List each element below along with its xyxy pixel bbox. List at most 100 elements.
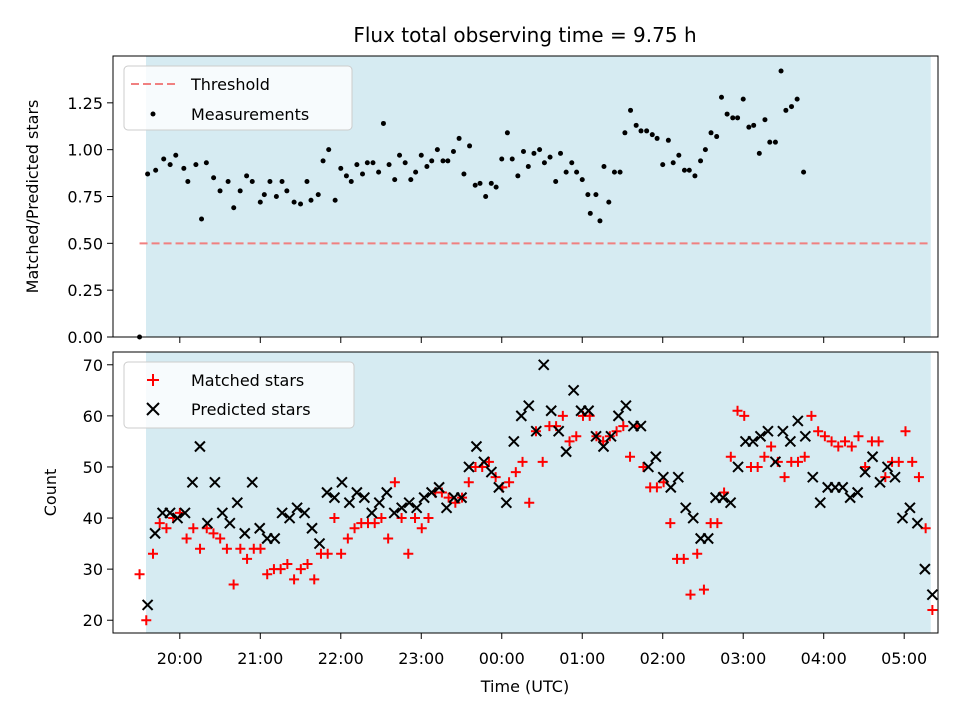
measurement-point: [348, 179, 354, 185]
predicted-star-point: [792, 415, 804, 427]
measurement-point: [751, 122, 757, 128]
predicted-star-point: [665, 481, 677, 494]
matched-star-point: [141, 615, 152, 626]
matched-star-point: [336, 548, 347, 559]
matched-stars-points: [134, 405, 938, 626]
measurement-point: [185, 179, 191, 185]
measurement-point: [735, 115, 741, 121]
matched-star-point: [208, 528, 219, 539]
predicted-star-point: [717, 491, 729, 504]
measurement-point: [611, 169, 617, 175]
predicted-star-point: [597, 440, 610, 453]
measurement-point: [267, 179, 273, 185]
x-tick-label: 04:00: [801, 649, 847, 668]
predicted-star-point: [515, 410, 528, 422]
matched-star-point: [195, 543, 206, 554]
chart-title: Flux total observing time = 9.75 h: [353, 23, 696, 47]
measurement-point: [429, 158, 435, 164]
matched-star-point: [537, 456, 548, 467]
measurement-point: [332, 197, 338, 203]
predicted-star-point: [440, 502, 453, 514]
counts-legend: Matched stars Predicted stars: [123, 361, 355, 429]
measurement-point: [509, 156, 515, 162]
matched-star-point: [913, 472, 924, 483]
measurement-point: [199, 216, 205, 222]
matched-star-point: [517, 456, 528, 467]
measurement-point: [574, 169, 580, 175]
legend-matched-label: Matched stars: [191, 371, 304, 390]
measurement-point: [789, 104, 795, 110]
predicted-star-point: [784, 435, 797, 448]
predicted-star-point: [216, 507, 229, 519]
predicted-star-point: [866, 451, 879, 463]
measurement-point: [402, 160, 408, 166]
predicted-star-point: [687, 512, 699, 524]
matched-star-point: [289, 574, 300, 585]
matched-star-point: [692, 548, 703, 559]
predicted-star-point: [425, 486, 438, 499]
counts-legend-box: [123, 361, 355, 429]
measurement-point: [161, 156, 167, 162]
matched-star-point: [524, 497, 535, 508]
matched-star-point: [651, 482, 662, 493]
matched-star-point: [504, 477, 515, 488]
measurement-point: [547, 154, 553, 160]
measurement-point: [593, 192, 599, 198]
predicted-star-point: [164, 507, 176, 519]
predicted-star-point: [620, 399, 632, 412]
measurement-point: [380, 120, 386, 126]
matched-star-point: [147, 548, 158, 559]
predicted-star-point: [328, 491, 341, 504]
measurement-point: [315, 192, 321, 198]
matched-star-point: [282, 559, 293, 570]
legend-measurements-label: Measurements: [191, 105, 309, 124]
predicted-star-point: [418, 491, 430, 504]
legend-matched-swatch: [147, 374, 159, 386]
measurement-point: [354, 162, 360, 168]
predicted-star-point: [373, 497, 386, 509]
measurement-point: [308, 197, 314, 203]
measurement-point: [597, 218, 603, 224]
predicted-star-point: [859, 466, 871, 478]
matched-star-point: [389, 477, 400, 488]
predicted-star-point: [485, 466, 498, 478]
predicted-star-point: [754, 430, 767, 443]
measurement-point: [665, 137, 671, 143]
predicted-star-point: [530, 425, 542, 437]
measurement-point: [708, 130, 714, 136]
bot-ytick-label: 20: [83, 611, 103, 630]
predicted-star-point: [582, 405, 595, 417]
x-tick-label: 05:00: [881, 649, 927, 668]
x-tick-label: 03:00: [720, 649, 766, 668]
measurement-point: [724, 111, 730, 117]
predicted-star-point: [336, 476, 348, 488]
matched-star-point: [349, 523, 360, 534]
measurement-point: [541, 160, 547, 166]
predicted-star-point: [478, 456, 490, 468]
measurement-point: [531, 150, 537, 156]
matched-star-point: [799, 451, 810, 462]
measurement-point: [249, 179, 255, 185]
predicted-star-point: [635, 420, 647, 432]
measurement-point: [525, 164, 531, 170]
measurement-point: [628, 107, 634, 113]
top-ytick-label: 1.25: [67, 94, 103, 113]
measurement-point: [413, 169, 419, 175]
predicted-star-point: [396, 502, 408, 514]
bot-ytick-label: 50: [83, 458, 103, 477]
predicted-star-point: [926, 588, 939, 601]
matched-star-point: [638, 461, 649, 472]
matched-star-point: [221, 543, 232, 554]
predicted-star-point: [762, 425, 774, 437]
measurement-point: [231, 205, 237, 211]
matched-star-point: [329, 513, 340, 524]
predicted-star-point: [642, 461, 655, 473]
measurement-point: [450, 149, 456, 155]
predicted-star-point: [433, 481, 445, 494]
measurement-point: [376, 169, 382, 175]
measurement-point: [493, 184, 499, 190]
predicted-star-point: [291, 502, 303, 514]
matched-star-point: [880, 472, 891, 483]
predicted-star-point: [777, 425, 789, 437]
measurement-point: [563, 169, 569, 175]
